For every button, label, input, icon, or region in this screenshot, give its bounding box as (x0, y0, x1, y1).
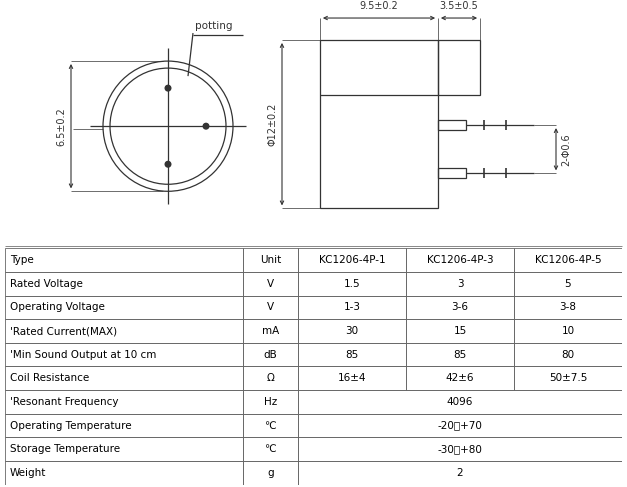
Text: Unit: Unit (260, 255, 281, 265)
Bar (5, 319, 243, 343)
Bar (5, 390, 243, 414)
Text: 1-3: 1-3 (344, 302, 361, 313)
Text: 3.5±0.5: 3.5±0.5 (440, 1, 478, 11)
Text: Storage Temperature: Storage Temperature (10, 444, 120, 454)
Bar (298, 390, 622, 414)
Bar (298, 272, 406, 296)
Text: ℃: ℃ (265, 420, 276, 431)
Text: 85: 85 (345, 350, 359, 360)
Bar (320, 40, 438, 208)
Text: 3-8: 3-8 (559, 302, 576, 313)
Text: 16±4: 16±4 (338, 373, 366, 383)
Text: Operating Temperature: Operating Temperature (10, 420, 132, 431)
Text: KC1206-4P-3: KC1206-4P-3 (427, 255, 493, 265)
Bar (243, 272, 298, 296)
Bar (5, 367, 243, 390)
Bar (5, 414, 243, 437)
Text: KC1206-4P-5: KC1206-4P-5 (535, 255, 601, 265)
Circle shape (165, 161, 171, 167)
Text: Weight: Weight (10, 468, 46, 478)
Bar (514, 296, 622, 319)
Bar (298, 414, 622, 437)
Bar (5, 461, 243, 485)
Bar (514, 367, 622, 390)
Text: 5: 5 (565, 279, 571, 289)
Text: 1.5: 1.5 (344, 279, 361, 289)
Text: 42±6: 42±6 (446, 373, 474, 383)
Text: ℃: ℃ (265, 444, 276, 454)
Text: KC1206-4P-1: KC1206-4P-1 (319, 255, 386, 265)
Text: 9.5±0.2: 9.5±0.2 (360, 1, 398, 11)
Bar (243, 319, 298, 343)
Text: 4096: 4096 (447, 397, 473, 407)
Circle shape (203, 123, 209, 129)
Bar (5, 343, 243, 366)
Text: V: V (266, 279, 274, 289)
Text: 6.5±0.2: 6.5±0.2 (56, 107, 66, 146)
Text: dB: dB (263, 350, 277, 360)
Bar (298, 296, 406, 319)
Text: 30: 30 (345, 326, 359, 336)
Bar (406, 272, 514, 296)
Text: Coil Resistance: Coil Resistance (10, 373, 89, 383)
Text: 85: 85 (453, 350, 466, 360)
Bar (243, 343, 298, 366)
Text: Type: Type (10, 255, 34, 265)
Text: mA: mA (261, 326, 279, 336)
Bar (243, 248, 298, 272)
Bar (243, 414, 298, 437)
Text: 10: 10 (561, 326, 574, 336)
Text: Rated Voltage: Rated Voltage (10, 279, 83, 289)
Bar (438, 40, 480, 95)
Text: 50±7.5: 50±7.5 (549, 373, 587, 383)
Text: 3-6: 3-6 (451, 302, 468, 313)
Bar (243, 367, 298, 390)
Text: 'Min Sound Output at 10 cm: 'Min Sound Output at 10 cm (10, 350, 156, 360)
Bar (406, 296, 514, 319)
Bar (5, 296, 243, 319)
Text: Φ12±0.2: Φ12±0.2 (267, 102, 277, 146)
Bar (514, 272, 622, 296)
Bar (5, 437, 243, 461)
Bar (406, 248, 514, 272)
Bar (5, 272, 243, 296)
Bar (406, 319, 514, 343)
Bar (298, 343, 406, 366)
Bar (243, 437, 298, 461)
Bar (5, 248, 243, 272)
Text: 80: 80 (561, 350, 574, 360)
Text: Operating Voltage: Operating Voltage (10, 302, 105, 313)
Bar (514, 343, 622, 366)
Text: 2: 2 (456, 468, 463, 478)
Text: g: g (267, 468, 273, 478)
Circle shape (165, 85, 171, 91)
Text: V: V (266, 302, 274, 313)
Bar (243, 461, 298, 485)
Bar (438, 168, 466, 178)
Bar (514, 248, 622, 272)
Text: Ω: Ω (266, 373, 274, 383)
Bar (298, 461, 622, 485)
Bar (298, 319, 406, 343)
Bar (243, 390, 298, 414)
Bar (298, 367, 406, 390)
Text: Hz: Hz (264, 397, 277, 407)
Text: -30～+80: -30～+80 (438, 444, 482, 454)
Bar (438, 120, 466, 130)
Text: 2-Φ0.6: 2-Φ0.6 (561, 133, 571, 166)
Bar (406, 367, 514, 390)
Bar (298, 437, 622, 461)
Bar (243, 296, 298, 319)
Text: 'Resonant Frequency: 'Resonant Frequency (10, 397, 119, 407)
Text: potting: potting (195, 21, 233, 31)
Text: 3: 3 (456, 279, 463, 289)
Bar (514, 319, 622, 343)
Bar (298, 248, 406, 272)
Text: -20～+70: -20～+70 (438, 420, 482, 431)
Text: 'Rated Current(MAX): 'Rated Current(MAX) (10, 326, 117, 336)
Bar (406, 343, 514, 366)
Text: 15: 15 (453, 326, 466, 336)
